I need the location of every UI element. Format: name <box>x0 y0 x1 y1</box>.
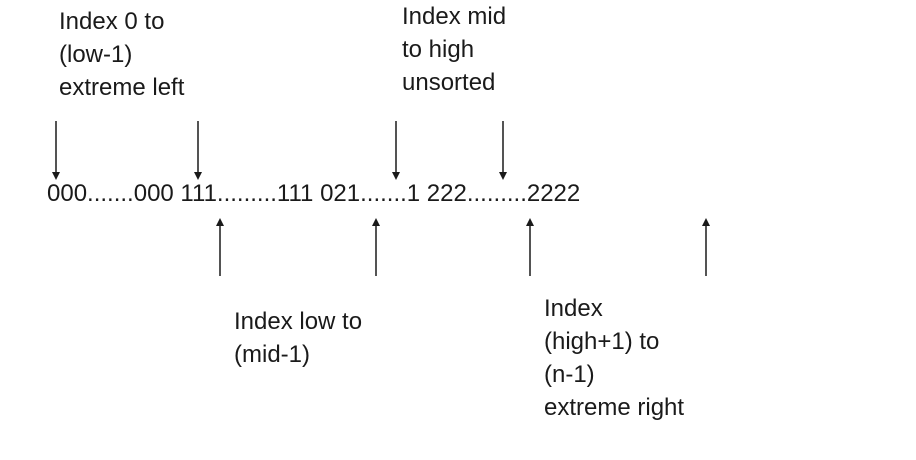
arrow-down-left-end <box>194 121 202 180</box>
label-line: Index mid <box>402 3 507 30</box>
arrow-down-left-start <box>52 121 60 180</box>
label-left-segment: Index 0 to (low-1) extreme left <box>59 5 184 104</box>
label-line: (low-1) <box>59 41 133 68</box>
arrow-up-n-minus-one <box>702 218 710 276</box>
label-right-segment: Index (high+1) to (n-1) extreme right <box>544 292 684 424</box>
arrow-up-mid-minus-one <box>372 218 380 276</box>
label-line: (mid-1) <box>234 341 310 368</box>
label-line: Index <box>544 295 603 322</box>
label-line: Index 0 to <box>59 8 165 35</box>
label-line: (n-1) <box>544 361 595 388</box>
label-line: unsorted <box>402 69 496 96</box>
arrow-up-high-plus-one <box>526 218 534 276</box>
arrow-up-low <box>216 218 224 276</box>
label-line: extreme left <box>59 74 185 101</box>
array-sequence: 000.......000 111.........111 021.......… <box>47 180 581 207</box>
label-line: extreme right <box>544 394 685 421</box>
arrow-down-high <box>499 121 507 180</box>
label-middle-segment: Index low to (mid-1) <box>234 305 362 371</box>
label-unsorted-segment: Index mid to high unsorted <box>402 0 506 99</box>
label-line: to high <box>402 36 475 63</box>
label-line: (high+1) to <box>544 328 660 355</box>
arrow-down-mid-start <box>392 121 400 180</box>
label-line: Index low to <box>234 308 363 335</box>
